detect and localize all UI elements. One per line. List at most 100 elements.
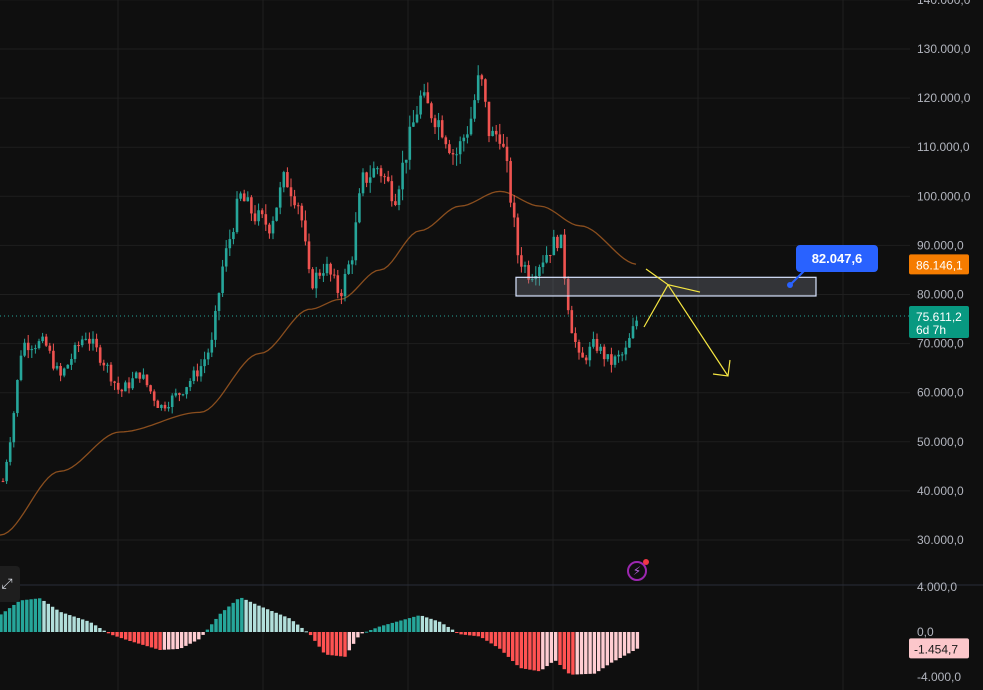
candle-body [491, 130, 494, 137]
candle-body [174, 393, 178, 396]
candle-body [120, 389, 124, 392]
candle-body [217, 293, 221, 311]
drawing-layer[interactable]: 82.047,6 [515, 245, 878, 377]
candle-body [163, 404, 167, 409]
histogram-bar [244, 599, 248, 632]
histogram-bar [532, 632, 536, 671]
rectangle-zone[interactable] [515, 276, 817, 297]
ma-value-badge [909, 254, 969, 275]
histogram-bar [235, 599, 240, 632]
candle-body [574, 333, 577, 342]
histogram-bar [16, 601, 20, 632]
histogram-bar [369, 629, 373, 632]
price-callout-label: 82.047,6 [812, 251, 863, 266]
candle-body [23, 342, 26, 356]
histogram-bar [89, 622, 93, 632]
candle-body [476, 75, 480, 101]
callout-anchor-dot[interactable] [787, 282, 793, 288]
moving-average-line [0, 190, 637, 536]
candle-body [631, 326, 635, 339]
histogram-bar [511, 632, 515, 662]
histogram-bar [347, 632, 351, 651]
histogram-bar [171, 632, 175, 650]
histogram-bar [98, 628, 102, 632]
candle-body [196, 370, 199, 377]
histogram-bar [459, 632, 463, 635]
candle-body [278, 187, 282, 208]
candle-body [185, 387, 188, 395]
candle-body [98, 347, 102, 363]
histogram-bar [253, 603, 257, 632]
candle-body [437, 120, 440, 128]
candle-body [340, 292, 343, 297]
histogram-bar [429, 618, 433, 632]
histogram-bar [29, 599, 33, 632]
candle-body [365, 172, 368, 183]
histogram-bar [437, 621, 442, 632]
histogram-bar [575, 632, 579, 675]
candle-body [372, 168, 376, 178]
histogram-bar [141, 632, 145, 645]
candle-body [588, 346, 592, 361]
candle-body [354, 222, 358, 261]
candle-body [404, 159, 408, 163]
candle-body [545, 255, 548, 263]
histogram-bar [128, 632, 132, 641]
histogram-bar [291, 621, 296, 632]
histogram-bar [485, 632, 489, 641]
histogram-bar [132, 632, 136, 643]
projection-line-b[interactable] [645, 268, 729, 377]
candle-body [462, 137, 466, 142]
candle-body [34, 348, 37, 350]
histogram-bar [68, 615, 72, 632]
histogram-bar [433, 620, 437, 632]
histogram-bar [480, 632, 485, 639]
histogram-bar [3, 611, 7, 632]
histogram-bar [59, 612, 63, 632]
arrow-head[interactable] [712, 359, 731, 377]
candle-body [610, 354, 613, 365]
histogram-bar [420, 615, 425, 632]
histogram-bar [382, 625, 386, 632]
histogram-bar [588, 632, 592, 674]
histogram-bar [111, 632, 115, 636]
candle-body [12, 413, 16, 443]
candle-body [48, 345, 52, 351]
histogram-bar [536, 632, 541, 672]
price-tick-label: 90.000,0 [917, 238, 964, 252]
candle-body [455, 154, 458, 156]
candle-body [149, 385, 152, 392]
candle-body [440, 120, 444, 138]
candle-body [581, 352, 584, 358]
histogram-bar [373, 628, 377, 632]
candle-body [214, 310, 217, 340]
candle-body [30, 349, 34, 351]
price-callout-box[interactable] [796, 245, 878, 272]
histogram-bar [502, 632, 506, 653]
lightning-alert-icon[interactable]: ⚡ [627, 559, 649, 581]
candle-body [628, 338, 631, 348]
histogram-bar [394, 621, 399, 632]
price-tick-label: 30.000,0 [917, 533, 964, 547]
histogram-bar [472, 632, 476, 636]
candle-body [361, 172, 365, 194]
histogram-bar [192, 632, 197, 642]
candle-body [448, 144, 451, 154]
candle-body [80, 339, 84, 346]
candle-body [458, 141, 462, 155]
histogram-bar [442, 624, 446, 632]
candle-body [106, 364, 109, 366]
histogram-bar [631, 632, 635, 652]
histogram-bar [38, 598, 42, 632]
candle-body [5, 461, 8, 482]
candle-body [91, 338, 95, 344]
histogram-bar [231, 602, 235, 632]
candle-body [102, 362, 106, 366]
candle-body [358, 193, 361, 223]
histogram-bar [222, 610, 227, 632]
candle-body [527, 265, 530, 280]
histogram-bar [519, 632, 523, 669]
expand-button[interactable]: ⤢ [0, 566, 20, 602]
price-axis[interactable]: 140.000,0 130.000,0 120.000,0 110.000,0 100.… [909, 0, 971, 684]
